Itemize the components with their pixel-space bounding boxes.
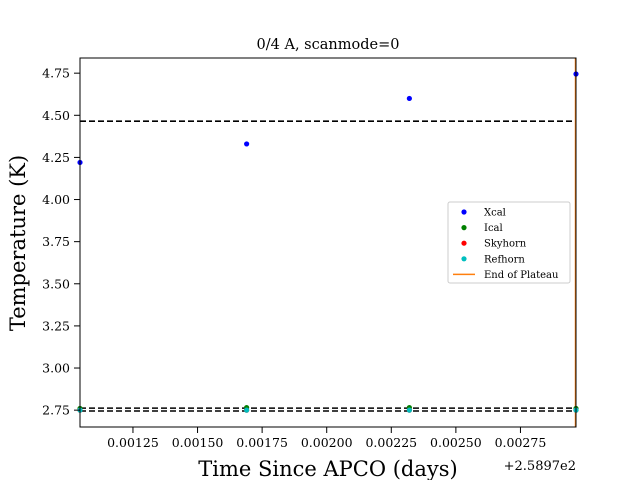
y-tick-label: 2.75 [42, 403, 70, 418]
legend-marker-ical [461, 225, 467, 231]
y-tick-label: 3.75 [42, 234, 70, 249]
x-tick-label: 0.00125 [107, 435, 159, 450]
y-tick-label: 4.25 [42, 150, 70, 165]
legend-label: Refhorn [484, 254, 525, 265]
y-tick-label: 3.50 [42, 276, 70, 291]
x-offset-label: +2.5897e2 [504, 459, 576, 474]
x-tick-label: 0.00250 [430, 435, 482, 450]
y-tick-label: 4.75 [42, 66, 70, 81]
y-tick-label: 3.00 [42, 361, 70, 376]
legend-marker-skyhorn [461, 240, 467, 246]
y-tick-label: 4.50 [42, 108, 70, 123]
x-tick-label: 0.00175 [236, 435, 288, 450]
point-refhorn-2 [406, 407, 412, 413]
y-tick-label: 4.00 [42, 192, 70, 207]
y-axis-label: Temperature (K) [6, 155, 30, 331]
plot-frame [79, 57, 577, 428]
point-xcal-2 [406, 95, 412, 102]
point-xcal-1 [244, 141, 250, 147]
y-axis-ticks: 2.75 3.00 3.25 3.50 3.75 4.00 4.25 4.50 4.75 [42, 66, 80, 418]
x-axis-label: Time Since APCO (days) [198, 457, 457, 480]
x-axis-ticks: 0.00125 0.00150 0.00175 0.00200 0.00225 0.002… [107, 427, 546, 450]
reference-lines [80, 120, 576, 412]
x-tick-label: 0.00275 [495, 435, 547, 450]
x-tick-label: 0.00225 [365, 435, 417, 450]
legend-label: Ical [484, 223, 503, 234]
legend-marker-xcal [461, 209, 467, 215]
legend: Xcal Ical Skyhorn Refhorn End of Plateau [447, 201, 571, 284]
y-tick-label: 3.25 [42, 318, 70, 333]
chart-title: 0/4 A, scanmode=0 [257, 37, 400, 53]
legend-box [447, 201, 571, 284]
legend-label: Skyhorn [484, 239, 527, 250]
legend-label: Xcal [484, 208, 506, 219]
x-tick-label: 0.00150 [172, 435, 224, 450]
x-tick-label: 0.00200 [301, 435, 353, 450]
legend-label: End of Plateau [484, 270, 559, 281]
legend-marker-refhorn [461, 256, 467, 262]
point-refhorn-1 [244, 407, 250, 413]
